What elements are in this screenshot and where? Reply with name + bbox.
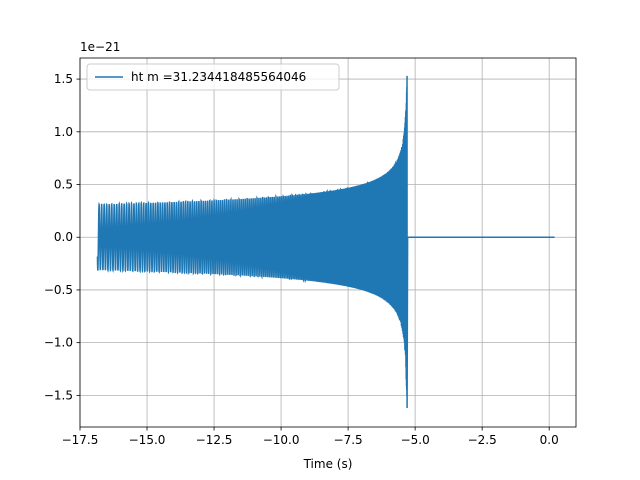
y-offset-text: 1e−21 — [80, 40, 120, 54]
y-tick-label: −0.5 — [44, 283, 73, 297]
y-tick-label: 1.5 — [54, 72, 73, 86]
y-tick-label: −1.5 — [44, 388, 73, 402]
y-tick-label: 0.5 — [54, 178, 73, 192]
axes-frame — [79, 57, 577, 428]
x-tick-label: −10.0 — [263, 433, 300, 447]
x-axis-label: Time (s) — [303, 457, 353, 471]
x-tick-label: −5.0 — [401, 433, 430, 447]
legend-box — [86, 63, 340, 91]
y-tick-label: −1.0 — [44, 336, 73, 350]
y-tick-label: 1.0 — [54, 125, 73, 139]
series-line — [96, 75, 555, 409]
x-tick-label: −2.5 — [468, 433, 497, 447]
legend: ht m =31.234418485564046 — [86, 63, 340, 91]
x-tick-label: −7.5 — [334, 433, 363, 447]
series-layer — [96, 75, 555, 409]
y-tick-label: 0.0 — [54, 230, 73, 244]
y-axis: −1.5 −1.0 −0.5 0.0 0.5 1.0 1.5 — [44, 72, 80, 402]
x-tick-label: −15.0 — [129, 433, 166, 447]
x-tick-label: 0.0 — [540, 433, 559, 447]
legend-label: ht m =31.234418485564046 — [131, 70, 306, 84]
x-tick-label: −17.5 — [62, 433, 99, 447]
x-axis: −17.5 −15.0 −12.5 −10.0 −7.5 −5.0 −2.5 0.0 — [62, 427, 559, 447]
x-tick-label: −12.5 — [196, 433, 233, 447]
